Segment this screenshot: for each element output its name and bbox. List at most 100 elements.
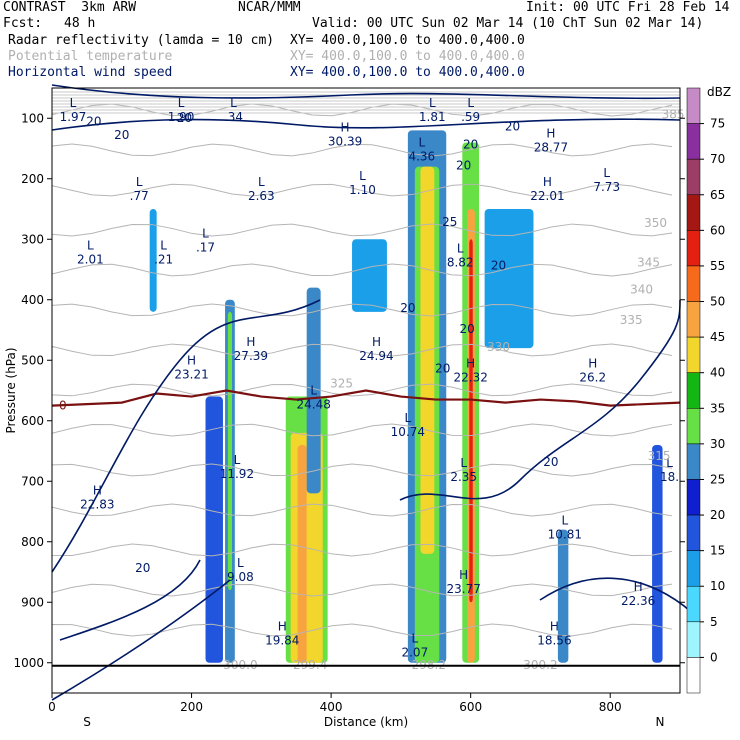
colorbar-tick-label: 25	[710, 472, 725, 486]
wind-extremum-value: 10.74	[391, 425, 425, 439]
colorbar-swatch	[686, 87, 701, 124]
wind-extremum-kind: H	[341, 120, 350, 134]
x-tick-label: 800	[599, 700, 622, 714]
theta-value: 330	[487, 340, 510, 354]
x-tick-label: 0	[48, 700, 56, 714]
wind-extremum-kind: L	[202, 226, 209, 240]
wind-extremum-kind: H	[278, 620, 287, 634]
wind-extremum-value: 11.92	[220, 467, 254, 481]
wind-contour-value: 20	[456, 159, 471, 173]
wind-extremum-kind: L	[237, 556, 244, 570]
wind-extremum-value: .59	[461, 110, 480, 124]
colorbar-swatch	[686, 336, 701, 373]
wind-extremum-value: 26.2	[579, 370, 606, 384]
wind-speed-contour	[51, 299, 321, 573]
wind-extremum-kind: H	[466, 356, 475, 370]
colorbar-tick-label: 75	[710, 117, 725, 131]
colorbar-unit: dBZ	[707, 85, 731, 99]
wind-extremum-value: 9.08	[227, 570, 254, 584]
wind-extremum-kind: L	[359, 169, 366, 183]
wind-extremum-value: 8.82	[447, 255, 474, 269]
theta-isentrope	[51, 383, 673, 397]
theta-value: 385	[662, 107, 685, 121]
wind-extremum-kind: L	[234, 453, 241, 467]
wind-extremum-kind: L	[70, 96, 77, 110]
y-tick-label: 800	[21, 535, 44, 549]
reflectivity-cell	[557, 529, 569, 663]
colorbar-swatch	[686, 123, 701, 160]
wind-extremum-kind: H	[187, 353, 196, 367]
colorbar-swatch	[686, 265, 701, 302]
wind-extremum-value: 22.32	[453, 370, 487, 384]
wind-speed-contour	[59, 559, 201, 641]
colorbar-tick-label: 65	[710, 188, 725, 202]
wind-extremum-value: 4.36	[408, 150, 435, 164]
wind-speed-contour	[399, 299, 681, 501]
wind-extremum-kind: L	[457, 241, 464, 255]
wind-extremum-value: 18.56	[537, 634, 571, 648]
wind-extremum-value: 7.73	[593, 180, 620, 194]
theta-isentrope	[51, 223, 673, 237]
wind-contour-value: 20	[114, 128, 129, 142]
wind-contour-value: 20	[543, 455, 558, 469]
reflectivity-cell	[149, 209, 157, 312]
wind-extremum-value: 1.90	[168, 110, 195, 124]
colorbar-swatch	[686, 550, 701, 587]
wind-extremum-value: 2.01	[77, 252, 104, 266]
colorbar-tick-label: 55	[710, 259, 725, 273]
colorbar-tick-label: 50	[710, 295, 725, 309]
theta-isentrope	[51, 543, 673, 557]
wind-extremum-kind: L	[666, 456, 673, 470]
reflectivity-cell	[352, 239, 387, 312]
colorbar-swatch	[686, 230, 701, 267]
colorbar-tick-label: 40	[710, 366, 725, 380]
theta-isentrope	[51, 143, 673, 157]
wind-extremum-value: 22.36	[621, 594, 655, 608]
wind-extremum-kind: L	[258, 175, 265, 189]
colorbar-swatch	[686, 301, 701, 338]
center-name: NCAR/MMM	[238, 0, 301, 15]
wind-extremum-value: .34	[224, 110, 243, 124]
colorbar-swatch	[686, 514, 701, 551]
wind-contour-value: 20	[460, 322, 475, 336]
y-tick-label: 700	[21, 474, 44, 488]
wind-contour-value: 20	[135, 561, 150, 575]
wind-extremum-value: 22.01	[530, 189, 564, 203]
wind-extremum-kind: H	[588, 356, 597, 370]
wind-extremum-kind: L	[429, 96, 436, 110]
init-time: Init: 00 UTC Fri 28 Feb 14	[526, 0, 730, 15]
wind-extremum-kind: H	[246, 335, 255, 349]
wind-extremum-kind: L	[87, 238, 94, 252]
wind-extremum-kind: L	[310, 384, 317, 398]
theta-isentrope	[51, 183, 673, 197]
colorbar-tick-label: 70	[710, 152, 725, 166]
wind-contour-value: 20	[491, 259, 506, 273]
model-title: CONTRAST 3km ARW	[3, 0, 137, 15]
wind-extremum-kind: H	[634, 580, 643, 594]
wind-extremum-value: 28.77	[534, 140, 568, 154]
colorbar-swatch	[686, 158, 701, 196]
wind-extremum-kind: H	[372, 335, 381, 349]
freezing-level-label: 0	[59, 399, 67, 413]
wind-contour-value: 20	[505, 119, 520, 133]
colorbar-tick-label: 35	[710, 401, 725, 415]
theta-isentrope	[51, 423, 673, 437]
wind-extremum-kind: L	[136, 175, 143, 189]
colorbar-swatch	[686, 443, 701, 480]
field-wind: Horizontal wind speed	[8, 65, 173, 80]
colorbar-swatch	[686, 194, 701, 231]
wind-extremum-kind: L	[603, 166, 610, 180]
theta-isentrope	[51, 583, 673, 597]
forecast-label: Fcst:	[3, 16, 43, 31]
colorbar-tick-label: 5	[710, 615, 718, 629]
reflectivity-cell	[227, 311, 233, 591]
x-tick-label: 200	[180, 700, 203, 714]
wind-extremum-value: 30.39	[328, 134, 362, 148]
theta-value: 325	[330, 376, 353, 390]
wind-extremum-kind: H	[459, 568, 468, 582]
wind-contour-value: 20	[435, 361, 450, 375]
wind-extremum-value: 2.35	[450, 470, 477, 484]
theta-isentrope	[51, 343, 673, 357]
valid-time: Valid: 00 UTC Sun 02 Mar 14 (10 ChT Sun …	[312, 16, 704, 31]
y-axis-title: Pressure (hPa)	[4, 347, 18, 433]
